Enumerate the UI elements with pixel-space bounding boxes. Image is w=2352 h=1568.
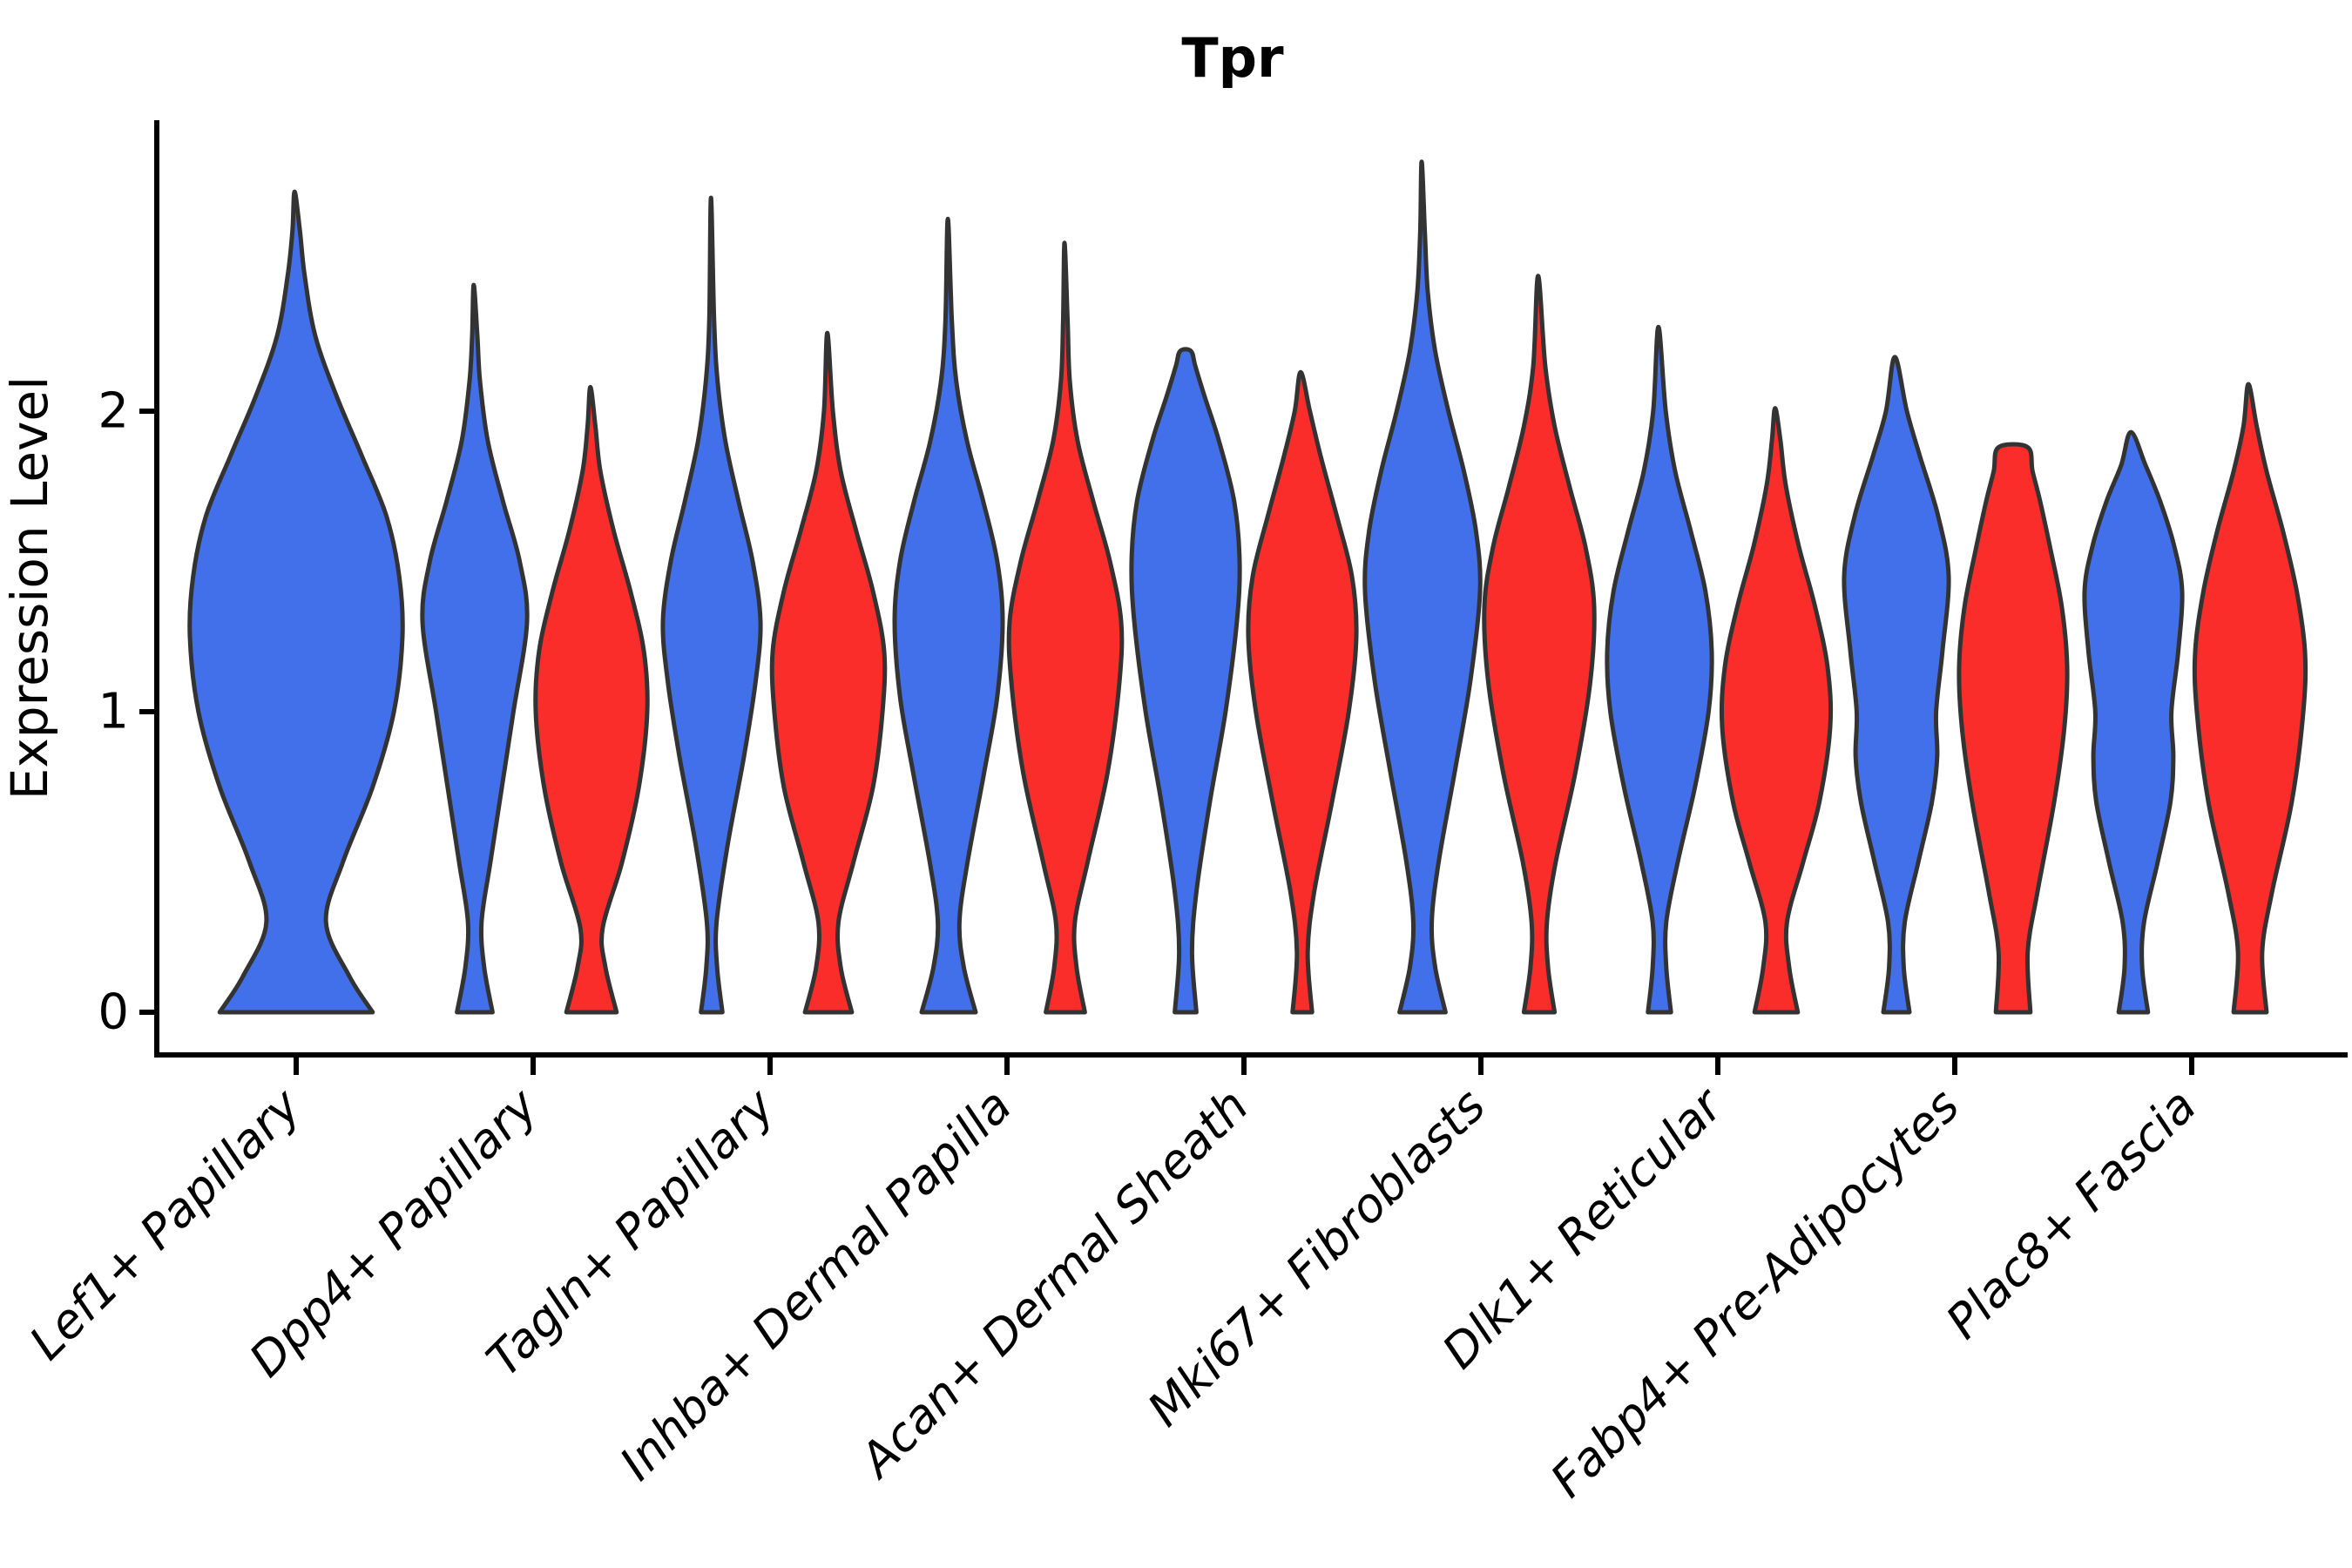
- violin-g1-cat1: [420, 282, 530, 1015]
- y-axis-label: Expression Level: [0, 376, 59, 800]
- violin-g2-cat6: [1719, 406, 1834, 1015]
- violin-g2-cat3: [1006, 240, 1125, 1015]
- violin-g2-cat7: [1957, 442, 2070, 1015]
- violin-g1-cat3: [892, 216, 1005, 1015]
- violin-shapes: [187, 159, 2308, 1015]
- violin-g1-cat0: [187, 189, 405, 1015]
- violin-g2-cat2: [769, 330, 888, 1015]
- y-tick-label: 2: [98, 383, 129, 440]
- chart-title: Tpr: [1181, 26, 1284, 90]
- x-tick-label-4: Inhba+ Dermal Papilla: [609, 1078, 1022, 1491]
- x-tick-label-8: Fabp4+ Pre-Adipocytes: [1540, 1078, 1970, 1508]
- violin-g1-cat8: [2082, 429, 2185, 1015]
- violin-g1-cat6: [1605, 324, 1714, 1015]
- y-tick-labels: 0 1 2: [98, 383, 129, 1041]
- violin-g1-cat4: [1129, 347, 1242, 1015]
- violin-g2-cat8: [2192, 382, 2308, 1015]
- violin-g1-cat5: [1362, 159, 1483, 1015]
- axes: [139, 120, 2348, 1075]
- violin-g1-cat7: [1842, 355, 1951, 1015]
- x-tick-label-5: Acan+ Dermal Sheath: [848, 1078, 1259, 1490]
- x-tick-label-9: Plac8+ Fascia: [1936, 1078, 2207, 1349]
- y-tick-label: 0: [98, 984, 129, 1041]
- violin-g2-cat5: [1482, 274, 1597, 1015]
- violin-g2-cat4: [1246, 369, 1359, 1015]
- violin-g2-cat1: [533, 384, 650, 1015]
- violin-g1-cat2: [660, 195, 763, 1015]
- y-tick-label: 1: [98, 684, 129, 740]
